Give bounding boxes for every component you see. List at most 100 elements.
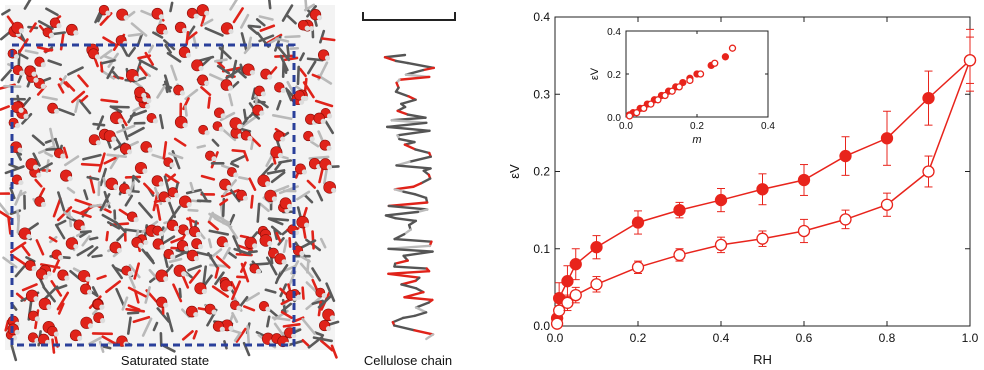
bond-stick <box>239 234 250 239</box>
hydrogen-atom <box>300 95 307 101</box>
bond-stick <box>220 188 240 198</box>
bond-stick <box>79 230 90 238</box>
hydrogen-atom <box>111 136 117 142</box>
hydrogen-atom <box>163 276 169 282</box>
bond-stick <box>48 236 58 243</box>
hydrogen-atom <box>126 149 133 155</box>
data-point <box>654 96 662 104</box>
hydrogen-atom <box>158 14 165 20</box>
bond-stick <box>178 287 182 299</box>
chain-bond <box>412 182 423 188</box>
bond-stick <box>214 58 228 63</box>
bond-stick <box>158 113 164 130</box>
hydrogen-atom <box>67 175 73 182</box>
bond-stick <box>162 141 168 160</box>
hydrogen-atom <box>46 304 52 310</box>
bond-stick <box>147 44 155 54</box>
data-point <box>633 109 641 117</box>
bond-stick <box>301 286 305 300</box>
hydrogen-atom <box>77 335 83 341</box>
bond-stick <box>168 152 184 160</box>
bond-stick <box>214 266 220 279</box>
hydrogen-atom <box>165 197 171 203</box>
hydrogen-atom <box>48 32 55 38</box>
bond-stick <box>247 250 258 254</box>
chain-bond <box>414 148 431 155</box>
bond-stick <box>121 296 129 311</box>
bond-stick <box>258 202 270 213</box>
data-point <box>561 275 574 288</box>
hydrogen-atom <box>299 250 305 257</box>
hydrogen-atom <box>181 27 188 34</box>
bond-stick <box>184 105 188 117</box>
hydrogen-atom <box>304 25 310 31</box>
hydrogen-atom <box>184 230 190 236</box>
hydrogen-atom <box>331 187 337 193</box>
hydrogen-atom <box>170 254 176 260</box>
bond-stick <box>127 46 136 58</box>
bond-stick <box>98 340 105 353</box>
chain-bond <box>419 177 432 185</box>
bond-stick <box>9 253 28 267</box>
data-point <box>728 44 737 52</box>
bond-stick <box>34 178 43 188</box>
bond-stick <box>325 282 336 303</box>
hydrogen-atom <box>94 54 101 60</box>
data-point <box>569 258 582 271</box>
bond-stick <box>0 105 10 111</box>
bond-stick <box>152 321 159 332</box>
bond-stick <box>266 169 286 175</box>
bond-stick <box>236 275 248 279</box>
bond-stick <box>305 281 318 293</box>
chain-bond <box>414 301 431 309</box>
hydrogen-atom <box>236 305 242 311</box>
hydrogen-atom <box>320 118 326 124</box>
data-point <box>963 54 977 67</box>
bond-stick <box>116 124 136 134</box>
hydrogen-atom <box>14 123 21 129</box>
hydrogen-atom <box>87 323 94 329</box>
hydrogen-atom <box>145 103 151 109</box>
hydrogen-atom <box>325 325 332 332</box>
x-tick-label: 0.6 <box>796 331 813 345</box>
chain-bond <box>398 75 431 81</box>
chain-bond <box>394 59 410 65</box>
bond-stick <box>83 189 89 201</box>
bond-stick <box>207 220 219 231</box>
bond-stick <box>170 64 178 81</box>
bond-stick <box>100 344 112 350</box>
hydrogen-atom <box>99 304 105 310</box>
bond-stick <box>18 52 29 60</box>
bond-stick <box>69 269 81 280</box>
hydrogen-atom <box>127 270 133 277</box>
data-point <box>721 53 730 61</box>
bond-stick <box>196 251 213 257</box>
hydrogen-atom <box>309 136 315 142</box>
bond-stick <box>4 165 25 175</box>
hydrogen-atom <box>14 329 20 335</box>
data-point <box>631 261 645 274</box>
chain-bond <box>403 296 434 302</box>
chain-bond <box>406 61 435 70</box>
bond-stick <box>207 96 211 109</box>
hydrogen-atom <box>105 10 111 16</box>
bond-stick <box>132 105 143 113</box>
data-point <box>880 132 894 145</box>
bond-stick <box>256 202 261 223</box>
bond-stick <box>57 107 75 116</box>
data-point <box>675 83 683 91</box>
bond-stick <box>80 94 89 103</box>
bond-stick <box>47 59 63 67</box>
bond-stick <box>63 211 74 220</box>
bond-stick <box>168 257 183 264</box>
chain-bond <box>413 329 435 336</box>
hydrogen-atom <box>211 156 217 162</box>
bond-stick <box>169 1 174 13</box>
x-tick-label: 1.0 <box>962 331 979 345</box>
bond-stick <box>128 263 141 279</box>
chain-bond <box>393 324 416 332</box>
bond-stick <box>67 66 84 76</box>
hydrogen-atom <box>31 265 37 272</box>
bond-stick <box>231 149 246 153</box>
hydrogen-atom <box>33 164 39 170</box>
